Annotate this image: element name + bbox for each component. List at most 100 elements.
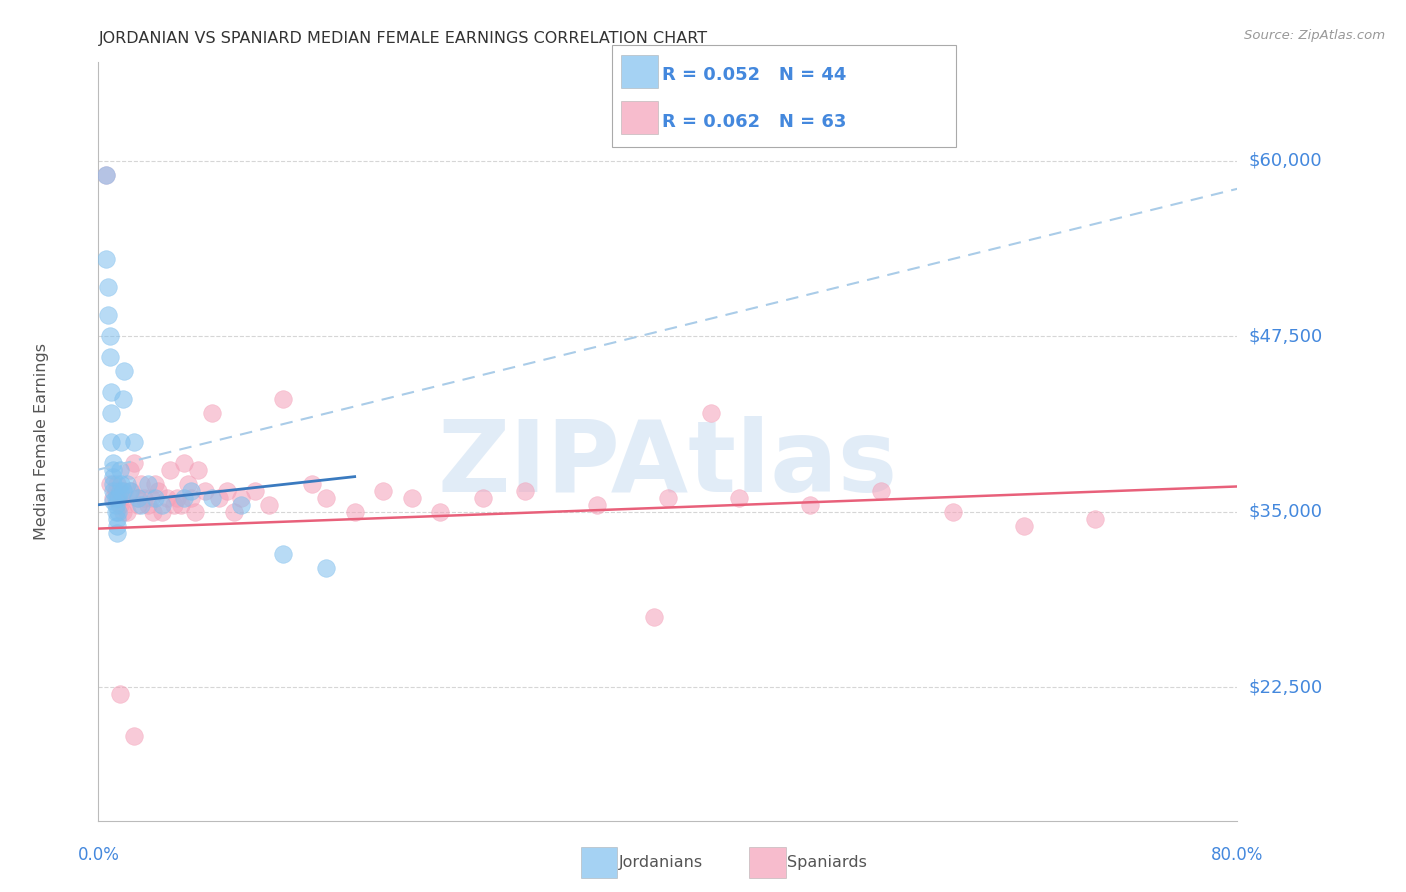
Point	[107, 505, 129, 519]
Point	[104, 483, 127, 498]
Point	[152, 498, 174, 512]
Point	[101, 483, 124, 498]
Text: Jordanians: Jordanians	[619, 855, 703, 870]
Point	[401, 491, 423, 505]
Point	[699, 407, 721, 421]
Point	[173, 456, 195, 470]
Point	[111, 483, 134, 498]
Text: R = 0.052   N = 44: R = 0.052 N = 44	[662, 66, 846, 85]
Point	[229, 491, 252, 505]
Point	[108, 687, 131, 701]
Point	[105, 512, 128, 526]
Point	[429, 505, 451, 519]
Point	[111, 505, 134, 519]
Point	[273, 547, 295, 561]
Point	[118, 483, 141, 498]
Point	[215, 483, 238, 498]
Point	[107, 491, 129, 505]
Text: $22,500: $22,500	[1249, 678, 1323, 697]
Point	[122, 434, 145, 449]
Point	[94, 168, 117, 182]
Text: Source: ZipAtlas.com: Source: ZipAtlas.com	[1244, 29, 1385, 42]
Point	[315, 491, 337, 505]
Point	[156, 491, 179, 505]
Point	[1012, 518, 1035, 533]
Point	[315, 561, 337, 575]
Point	[243, 483, 266, 498]
Point	[101, 469, 124, 483]
Point	[132, 491, 155, 505]
Point	[127, 498, 149, 512]
Point	[173, 491, 195, 505]
Point	[97, 280, 120, 294]
Point	[122, 456, 145, 470]
Point	[129, 476, 152, 491]
Point	[101, 462, 124, 476]
Point	[141, 505, 163, 519]
Point	[100, 385, 122, 400]
Point	[107, 491, 129, 505]
Point	[728, 491, 751, 505]
Point	[1084, 512, 1107, 526]
Point	[194, 483, 217, 498]
Point	[111, 392, 134, 407]
Text: ZIPAtlas: ZIPAtlas	[437, 416, 898, 513]
Point	[471, 491, 494, 505]
Point	[101, 491, 124, 505]
Point	[112, 483, 135, 498]
Point	[122, 730, 145, 744]
Point	[101, 493, 124, 508]
Point	[180, 483, 202, 498]
Text: $35,000: $35,000	[1249, 503, 1323, 521]
Point	[139, 491, 162, 505]
Point	[112, 364, 135, 378]
Point	[105, 525, 128, 540]
Point	[643, 610, 665, 624]
Point	[145, 476, 167, 491]
Point	[94, 168, 117, 182]
Text: Median Female Earnings: Median Female Earnings	[34, 343, 49, 540]
Point	[343, 505, 366, 519]
Point	[145, 491, 167, 505]
Point	[870, 483, 893, 498]
Point	[118, 462, 141, 476]
Point	[799, 498, 821, 512]
Text: Spaniards: Spaniards	[787, 855, 868, 870]
Point	[177, 476, 200, 491]
Point	[273, 392, 295, 407]
Point	[136, 476, 159, 491]
Point	[97, 308, 120, 322]
Point	[120, 483, 142, 498]
Point	[125, 491, 148, 505]
Point	[105, 518, 128, 533]
Point	[166, 491, 188, 505]
Point	[152, 505, 174, 519]
Point	[108, 498, 131, 512]
Point	[180, 491, 202, 505]
Point	[98, 351, 121, 365]
Point	[129, 498, 152, 512]
Point	[110, 491, 132, 505]
Point	[101, 476, 124, 491]
Point	[108, 483, 131, 498]
Point	[585, 498, 607, 512]
Text: 80.0%: 80.0%	[1211, 846, 1264, 863]
Point	[94, 252, 117, 266]
Point	[110, 476, 132, 491]
Point	[115, 505, 138, 519]
Point	[104, 505, 127, 519]
Point	[100, 407, 122, 421]
Point	[170, 498, 193, 512]
Point	[187, 462, 209, 476]
Point	[942, 505, 965, 519]
Point	[201, 491, 224, 505]
Point	[110, 434, 132, 449]
Point	[100, 434, 122, 449]
Text: R = 0.062   N = 63: R = 0.062 N = 63	[662, 112, 846, 130]
Point	[115, 476, 138, 491]
Point	[108, 462, 131, 476]
Point	[259, 498, 281, 512]
Point	[515, 483, 537, 498]
Text: $60,000: $60,000	[1249, 152, 1322, 169]
Point	[136, 498, 159, 512]
